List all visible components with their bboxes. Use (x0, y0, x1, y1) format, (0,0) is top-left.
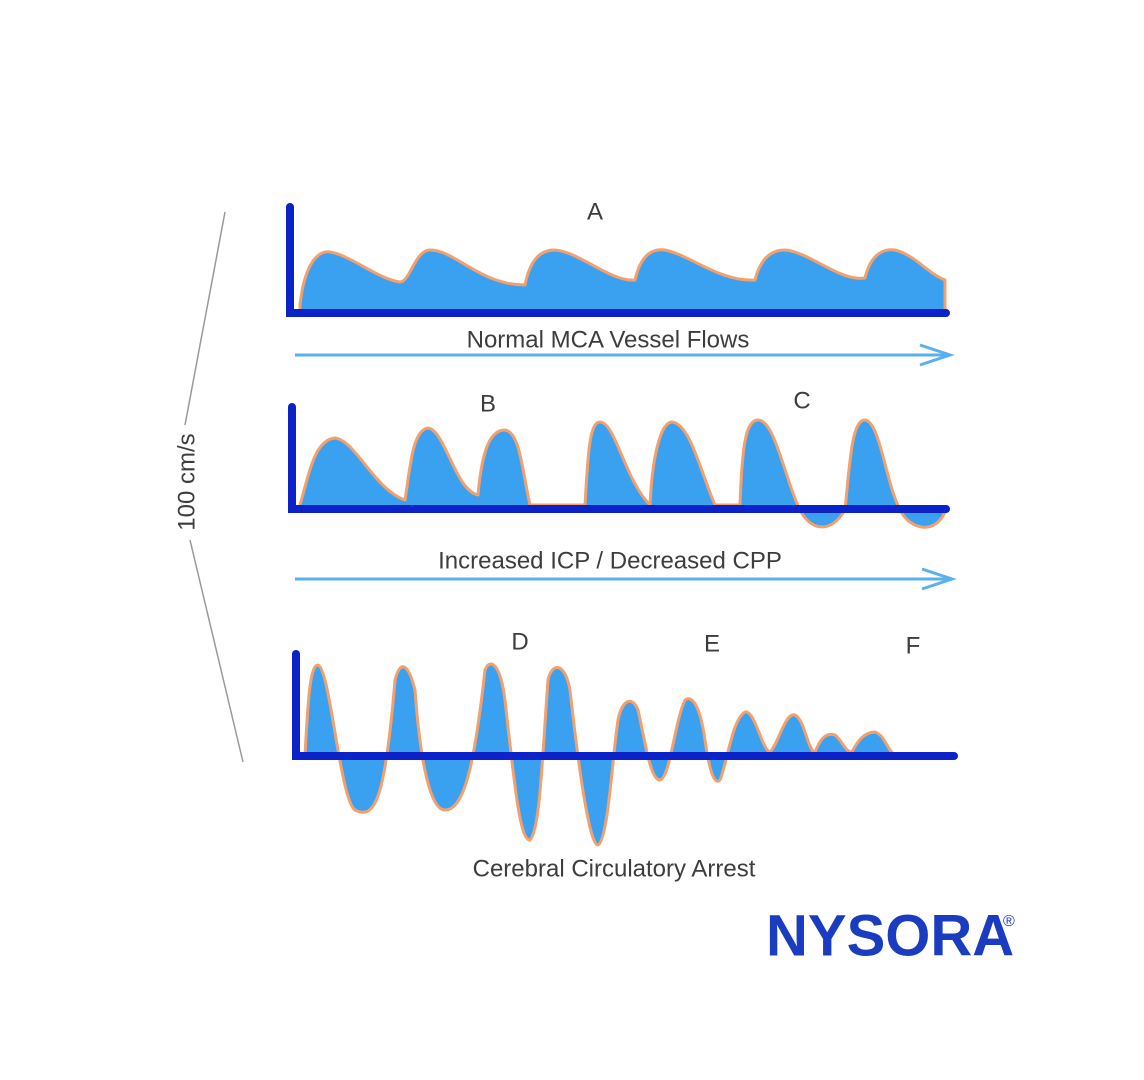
panel-label: C (793, 387, 810, 414)
waveform (303, 662, 897, 847)
axis (288, 403, 950, 513)
scale-line (184, 211, 226, 426)
waveform (298, 418, 947, 529)
panel-label: A (587, 198, 603, 225)
caption: Normal MCA Vessel Flows (467, 326, 750, 353)
axis (286, 203, 950, 317)
waveform (298, 248, 947, 314)
logo: NYSORA (766, 903, 1014, 968)
logo-mark: ® (1003, 913, 1015, 930)
panel-label: D (511, 628, 528, 655)
panel-label: F (906, 632, 921, 659)
caption: Cerebral Circulatory Arrest (473, 855, 756, 882)
arrow-head (919, 343, 955, 367)
scale-label: 100 cm/s (173, 433, 200, 530)
panel-label: B (480, 390, 496, 417)
caption: Increased ICP / Decreased CPP (438, 547, 782, 574)
axis (292, 650, 958, 760)
arrow-head (921, 567, 957, 591)
scale-line (189, 539, 244, 763)
panel-label: E (704, 630, 720, 657)
